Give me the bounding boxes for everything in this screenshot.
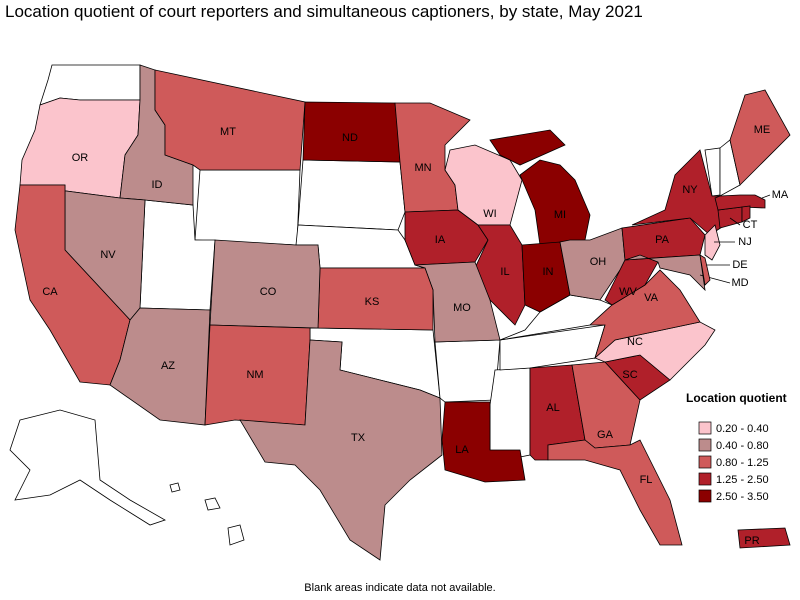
- state-label: CT: [743, 219, 758, 231]
- state-label: OH: [590, 256, 607, 268]
- leader-line: [761, 194, 771, 199]
- state: [741, 205, 751, 223]
- state: [704, 224, 721, 261]
- state-label: OR: [72, 152, 89, 164]
- state-label: AZ: [161, 360, 175, 372]
- state-blank: [39, 64, 141, 106]
- state-label: PA: [655, 234, 670, 246]
- state-label: IL: [500, 266, 509, 278]
- states: OR ID MT ND MN IA WI MI IL IN OH MO KS CO NV CA AZ NM TX LA…: [14, 64, 791, 561]
- state-blank: [297, 159, 406, 231]
- legend-swatch: [698, 421, 712, 435]
- state: [737, 527, 791, 549]
- state: [717, 206, 743, 229]
- state: [109, 307, 211, 426]
- state-label: LA: [455, 444, 469, 456]
- state: [474, 224, 526, 326]
- leader-line: [729, 217, 741, 226]
- state: [489, 129, 591, 246]
- legend-label: 0.20 - 0.40: [716, 423, 769, 435]
- state-label: MO: [453, 302, 471, 314]
- state-label: IN: [543, 266, 554, 278]
- state-blank: [204, 497, 221, 511]
- state-label: CO: [260, 286, 277, 298]
- state-label: IA: [435, 234, 446, 246]
- state-label: GA: [597, 429, 614, 441]
- state-label: NV: [100, 249, 116, 261]
- state-label: CA: [42, 286, 58, 298]
- state-label: WI: [483, 208, 496, 220]
- state-label: MN: [414, 162, 431, 174]
- state: [714, 194, 766, 211]
- state: [547, 439, 683, 546]
- state: [521, 241, 571, 313]
- state-label: NJ: [738, 236, 751, 248]
- state-label: MA: [772, 189, 789, 201]
- state-blank: [169, 482, 181, 493]
- legend-swatch: [698, 438, 712, 452]
- state-label: ND: [342, 132, 358, 144]
- state-label: PR: [744, 535, 759, 547]
- state-label: NM: [246, 369, 263, 381]
- state: [631, 149, 726, 236]
- state-blank: [499, 324, 606, 371]
- state: [209, 239, 321, 329]
- state-label: AL: [546, 402, 559, 414]
- state-blank: [227, 524, 245, 546]
- state-label: VA: [644, 292, 659, 304]
- state-label: TX: [351, 432, 366, 444]
- legend-title: Location quotient: [686, 391, 787, 405]
- state: [699, 254, 711, 286]
- state: [441, 401, 526, 483]
- state-label: NY: [682, 184, 698, 196]
- legend-swatch: [698, 489, 712, 503]
- state: [729, 89, 791, 186]
- legend-label: 2.50 - 3.50: [716, 491, 769, 503]
- state-label: ME: [754, 124, 771, 136]
- footnote: Blank areas indicate data not available.: [304, 582, 495, 594]
- legend: Location quotient 0.20 - 0.40 0.40 - 0.80…: [686, 391, 787, 503]
- state-label: FL: [640, 474, 653, 486]
- legend-label: 1.25 - 2.50: [716, 474, 769, 486]
- state: [154, 69, 306, 171]
- state-label: MT: [220, 126, 236, 138]
- state-label: MD: [731, 277, 748, 289]
- state-label: SC: [622, 369, 637, 381]
- state-label: NC: [627, 336, 643, 348]
- state-label: DE: [732, 259, 747, 271]
- state-label: KS: [365, 296, 380, 308]
- state-label: ID: [152, 179, 163, 191]
- title: Location quotient of court reporters and…: [5, 2, 643, 21]
- state-blank: [434, 339, 501, 403]
- legend-swatch: [698, 472, 712, 486]
- state-blank: [194, 169, 301, 246]
- state-label: WV: [619, 286, 637, 298]
- legend-label: 0.40 - 0.80: [716, 440, 769, 452]
- state-blank: [489, 367, 531, 461]
- state-blank: [9, 409, 166, 526]
- legend-swatch: [698, 455, 712, 469]
- legend-label: 0.80 - 1.25: [716, 457, 769, 469]
- state: [239, 339, 443, 561]
- state-label: MI: [554, 209, 566, 221]
